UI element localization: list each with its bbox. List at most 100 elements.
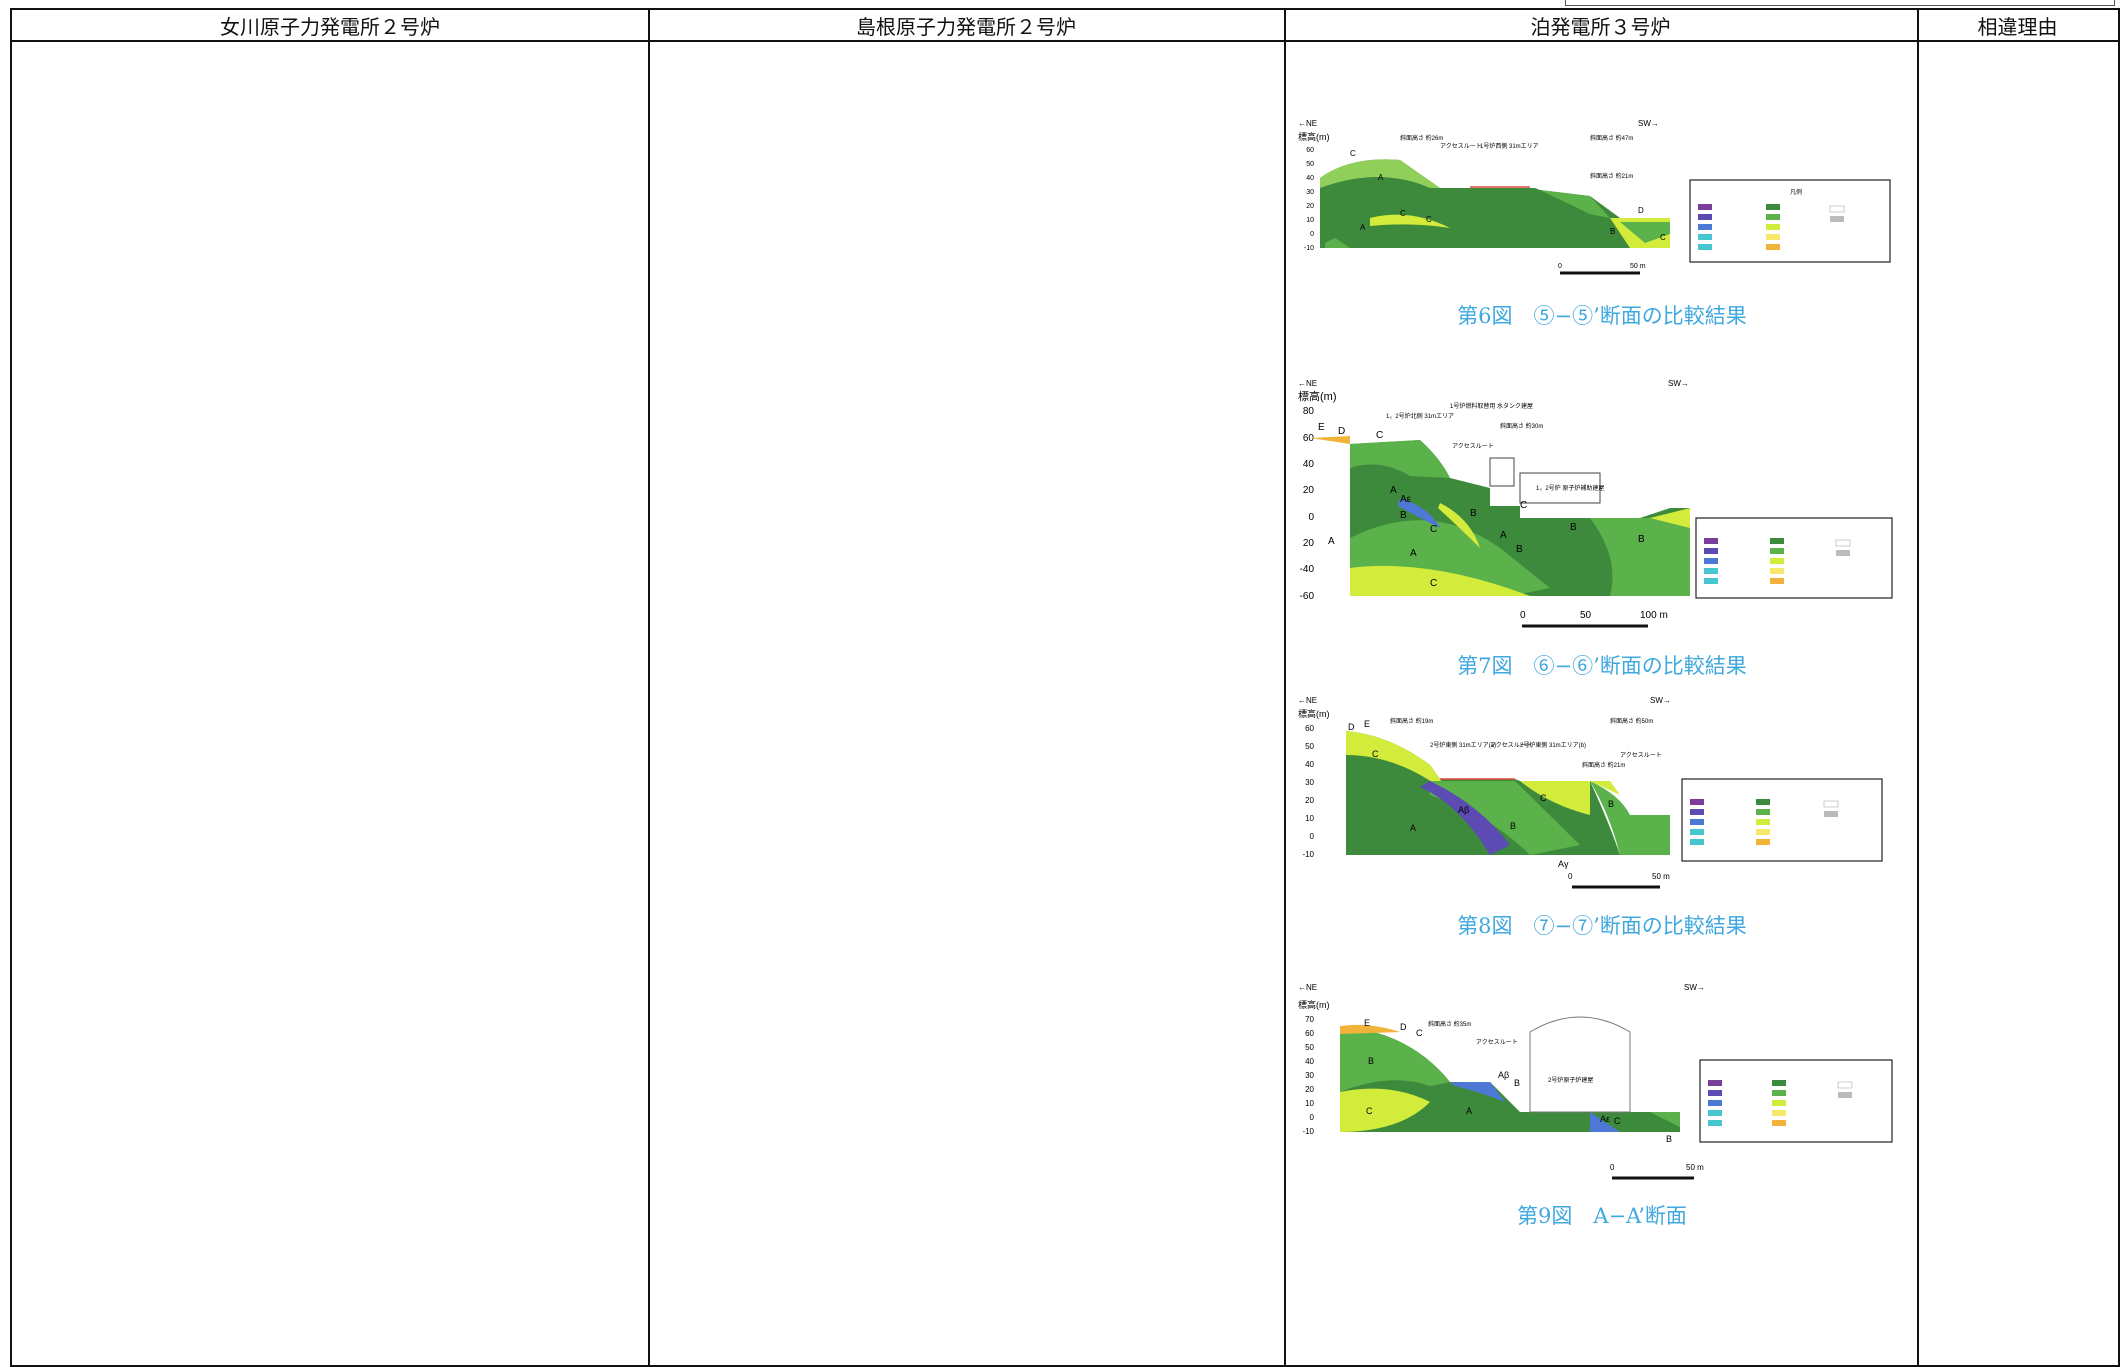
svg-text:D: D: [1348, 722, 1355, 732]
svg-text:A: A: [1378, 173, 1384, 182]
svg-text:20: 20: [1306, 203, 1314, 210]
scale-bar: 0 50 m: [1558, 263, 1646, 275]
svg-text:SW→: SW→: [1684, 983, 1705, 992]
svg-text:アクセスルート: アクセスルート: [1476, 1039, 1518, 1046]
svg-text:0: 0: [1310, 1113, 1315, 1122]
figure-6-caption: 第6図 ⑤−⑤’断面の比較結果: [1457, 304, 1747, 328]
svg-text:30: 30: [1305, 1071, 1314, 1080]
svg-text:1，2号炉 原子炉補助建屋: 1，2号炉 原子炉補助建屋: [1536, 484, 1604, 492]
svg-text:40: 40: [1305, 760, 1314, 769]
column-divider: [1284, 10, 1286, 1365]
scale-bar: 0 50 m: [1568, 872, 1670, 889]
svg-text:C: C: [1540, 793, 1547, 803]
svg-text:←NE: ←NE: [1298, 696, 1317, 705]
svg-text:D: D: [1638, 206, 1644, 215]
svg-text:B: B: [1610, 227, 1615, 236]
annotations: アクセスルート 1号炉西側 31mエリア 斜面高さ 約26m 斜面高さ 約47m…: [1400, 134, 1633, 180]
scale-bar: 0 50 100 m: [1520, 610, 1668, 628]
header-reason: 相違理由: [1917, 10, 2118, 42]
svg-text:斜面高さ 約50m: 斜面高さ 約50m: [1610, 717, 1653, 725]
svg-text:C: C: [1430, 524, 1437, 535]
y-axis-label: 標高(m): [1298, 131, 1330, 142]
legend-title: 凡例: [1790, 188, 1802, 196]
svg-text:A: A: [1390, 485, 1397, 496]
svg-text:斜面高さ 約35m: 斜面高さ 約35m: [1428, 1020, 1471, 1028]
rock-class-labels: D E C Aβ B A C B Aγ: [1348, 719, 1614, 869]
svg-text:70: 70: [1305, 1015, 1314, 1024]
svg-text:C: C: [1400, 209, 1406, 218]
svg-text:20: 20: [1305, 1085, 1314, 1094]
figure-7-caption: 第7図 ⑥−⑥’断面の比較結果: [1457, 654, 1747, 678]
svg-text:B: B: [1516, 544, 1523, 555]
svg-text:A: A: [1466, 1106, 1472, 1116]
y-ticks: 80 60 40 20 0 20 -40 -60: [1300, 406, 1315, 602]
y-ticks: 60 50 40 30 20 10 0 -10: [1302, 724, 1314, 859]
svg-text:B: B: [1638, 534, 1645, 545]
svg-text:30: 30: [1306, 189, 1314, 196]
svg-text:C: C: [1430, 578, 1437, 589]
svg-text:←NE: ←NE: [1298, 379, 1317, 388]
svg-text:A: A: [1360, 223, 1366, 232]
svg-text:50: 50: [1305, 742, 1314, 751]
svg-text:10: 10: [1305, 1099, 1314, 1108]
svg-text:B: B: [1608, 799, 1614, 809]
svg-text:-10: -10: [1302, 850, 1314, 859]
svg-text:1号炉西側 31mエリア: 1号炉西側 31mエリア: [1480, 142, 1539, 150]
svg-text:50: 50: [1580, 610, 1592, 621]
svg-text:-10: -10: [1302, 1127, 1314, 1136]
figure-8-caption: 第8図 ⑦−⑦’断面の比較結果: [1457, 914, 1747, 938]
svg-text:40: 40: [1305, 1057, 1314, 1066]
svg-text:20: 20: [1303, 485, 1315, 496]
rock-class-labels: E D C A Aε B A C B A C B B B C A: [1318, 422, 1645, 589]
svg-text:50: 50: [1306, 161, 1314, 168]
svg-text:40: 40: [1306, 175, 1314, 182]
scale-bar: 0 50 m: [1610, 1163, 1704, 1180]
svg-text:A: A: [1500, 530, 1507, 541]
svg-text:10: 10: [1305, 814, 1314, 823]
svg-text:Aβ: Aβ: [1498, 1070, 1509, 1080]
svg-text:E: E: [1364, 1018, 1370, 1028]
svg-text:50: 50: [1305, 1043, 1314, 1052]
svg-text:C: C: [1416, 1028, 1423, 1038]
svg-text:10: 10: [1306, 217, 1314, 224]
svg-text:30: 30: [1305, 778, 1314, 787]
legend: [1699, 1059, 1893, 1143]
figure-6-cross-section: ←NE SW→ 標高(m) 60 50 40 30 20 10 0 -10 A B C …: [1298, 119, 1891, 275]
svg-text:アクセスルート: アクセスルート: [1440, 143, 1482, 150]
svg-text:50 m: 50 m: [1630, 263, 1646, 270]
svg-text:0: 0: [1310, 231, 1314, 238]
column-divider: [1917, 10, 1919, 1365]
header-tomari: 泊発電所３号炉: [1284, 10, 1917, 42]
svg-text:1，2号炉北側 31mエリア: 1，2号炉北側 31mエリア: [1386, 412, 1454, 420]
svg-text:80: 80: [1303, 406, 1315, 417]
header-onagawa: 女川原子力発電所２号炉: [12, 10, 648, 42]
rock-class-labels: E D C B C A Aβ B Aε C B: [1364, 1018, 1672, 1144]
svg-text:60: 60: [1305, 1029, 1314, 1038]
svg-text:D: D: [1338, 426, 1345, 437]
svg-text:C: C: [1376, 430, 1383, 441]
svg-text:←NE: ←NE: [1298, 983, 1317, 992]
svg-text:-60: -60: [1300, 591, 1315, 602]
legend-swatches: [1708, 1080, 1853, 1126]
svg-text:-10: -10: [1304, 245, 1314, 252]
svg-text:0: 0: [1310, 832, 1315, 841]
svg-text:60: 60: [1303, 433, 1315, 444]
svg-text:C: C: [1350, 149, 1356, 158]
svg-text:A: A: [1328, 536, 1335, 547]
legend: [1689, 179, 1891, 263]
svg-text:E: E: [1318, 422, 1325, 433]
svg-text:D: D: [1400, 1022, 1407, 1032]
svg-text:B: B: [1514, 1078, 1520, 1088]
svg-text:0: 0: [1568, 872, 1573, 881]
svg-text:Aγ: Aγ: [1558, 859, 1569, 869]
svg-text:斜面高さ 約21m: 斜面高さ 約21m: [1590, 172, 1633, 180]
figure-9-caption: 第9図 A−A’断面: [1517, 1204, 1687, 1228]
svg-text:1号炉燃料取替用 水タンク建屋: 1号炉燃料取替用 水タンク建屋: [1450, 402, 1533, 410]
svg-text:50 m: 50 m: [1652, 872, 1670, 881]
svg-text:斜面高さ 約21m: 斜面高さ 約21m: [1582, 761, 1625, 769]
y-ticks: 60 50 40 30 20 10 0 -10: [1304, 147, 1314, 252]
figure-8-cross-section: ←NE SW→ 標高(m) 60 50 40 30 20 10 0 -10 D E C …: [1298, 696, 1883, 889]
svg-text:SW→: SW→: [1650, 696, 1671, 705]
svg-text:-40: -40: [1300, 564, 1315, 575]
svg-text:B: B: [1470, 508, 1477, 519]
